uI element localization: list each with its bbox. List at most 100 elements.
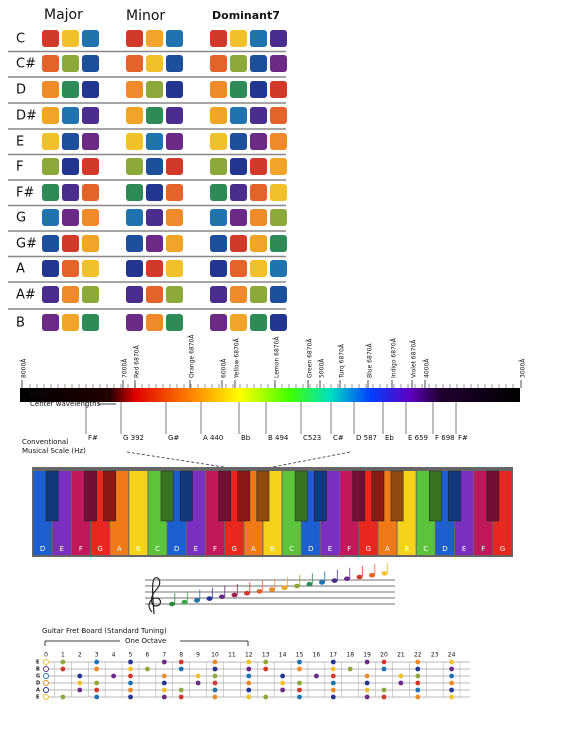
key-label: B [270, 545, 275, 553]
string-label: E [36, 695, 40, 701]
fret-number: 0 [44, 652, 48, 659]
black-key-shade [486, 470, 500, 522]
staff-note [169, 601, 175, 607]
wavelength-label: Indigo 6870Å [391, 337, 398, 378]
fret-dot [297, 680, 302, 686]
fret-dot [330, 694, 336, 700]
spectrum-label: Center wavelengths [30, 400, 101, 408]
fret-dot [246, 694, 252, 700]
string-label: D [36, 681, 40, 687]
color-square [230, 81, 247, 98]
open-string [43, 680, 49, 686]
color-square [62, 107, 79, 124]
fret-dot [60, 659, 66, 665]
note-freq: C523 [303, 434, 321, 442]
color-square [126, 30, 143, 47]
key-label: C [423, 545, 428, 553]
key-label: D [308, 545, 313, 553]
wavelength-label: 3000Å [520, 358, 527, 378]
key-label: B [404, 545, 409, 553]
color-square [270, 81, 287, 98]
black-key-shade [352, 470, 366, 522]
fret-dot [415, 694, 421, 700]
fret-dot [347, 666, 353, 672]
spectrum-label: Color [30, 391, 48, 399]
fret-dot [77, 680, 83, 686]
fret-dot [161, 673, 167, 679]
fret-dot [94, 680, 100, 686]
fret-number: 19 [363, 652, 371, 659]
fret-number: 10 [211, 652, 219, 659]
key-label: E [60, 545, 64, 553]
key-label: F [347, 545, 351, 553]
color-square [146, 209, 163, 226]
fret-number: 14 [279, 652, 287, 659]
black-key [218, 471, 231, 521]
staff-note [344, 576, 350, 582]
key-label: D [442, 545, 447, 553]
wavelength-label: Lemon 6870Å [274, 336, 281, 378]
key-label: E [194, 545, 198, 553]
wavelength-label: 8000Å [21, 358, 28, 378]
fret-dot [94, 666, 100, 672]
fret-number: 21 [397, 652, 405, 659]
fret-dot [415, 673, 421, 679]
staff-note [306, 581, 313, 587]
color-square [82, 184, 99, 201]
staff-note [319, 580, 325, 585]
fret-number: 20 [380, 652, 388, 659]
dashed-guide [126, 451, 231, 469]
black-key [160, 471, 174, 521]
wavelength-label: Orange 6870Å [189, 334, 196, 378]
wavelength-label: 7000Å [122, 358, 129, 378]
staff-note [369, 572, 375, 578]
color-square [210, 107, 227, 124]
color-square [82, 209, 99, 226]
black-key [295, 471, 308, 521]
fret-dot [415, 659, 421, 665]
fret-dot [364, 673, 370, 679]
black-key-shade [103, 470, 117, 522]
note-label: F# [16, 186, 34, 201]
key-label: D [40, 545, 45, 553]
note-freq: G 392 [123, 434, 144, 442]
fret-number: 2 [78, 652, 82, 659]
color-square [82, 286, 99, 303]
fret-dot [161, 659, 167, 665]
color-square [166, 235, 183, 252]
fret-dot [212, 680, 218, 686]
fret-dot [398, 680, 404, 686]
note-freq: E 659 [408, 434, 428, 442]
fret-dot [212, 673, 218, 679]
spectrum-label: Conventional [22, 438, 68, 446]
key-label: C [155, 545, 160, 553]
white-key [129, 471, 148, 555]
wavelength-label: 5000Å [319, 358, 326, 378]
color-square [42, 235, 59, 252]
black-key-shade [294, 470, 308, 522]
color-square [210, 286, 227, 303]
open-string [43, 687, 49, 693]
color-square [82, 107, 99, 124]
color-square [146, 55, 163, 72]
color-square [270, 260, 287, 277]
fret-dot [246, 673, 252, 679]
header: Dominant7 [212, 9, 280, 22]
color-square [62, 260, 79, 277]
color-square [250, 209, 267, 226]
note-label: G [16, 211, 26, 226]
black-key [429, 471, 442, 521]
fret-dot [280, 687, 285, 693]
staff-note [331, 578, 338, 583]
black-key [180, 471, 193, 521]
key-label: G [97, 545, 102, 553]
key-label: A [117, 545, 122, 553]
open-string [43, 666, 49, 672]
color-square [270, 158, 287, 175]
color-square [146, 158, 163, 175]
fret-dot [330, 659, 336, 665]
fret-dot [381, 659, 387, 665]
string-label: E [36, 660, 40, 666]
color-square [250, 314, 267, 331]
fret-dot [178, 666, 184, 672]
